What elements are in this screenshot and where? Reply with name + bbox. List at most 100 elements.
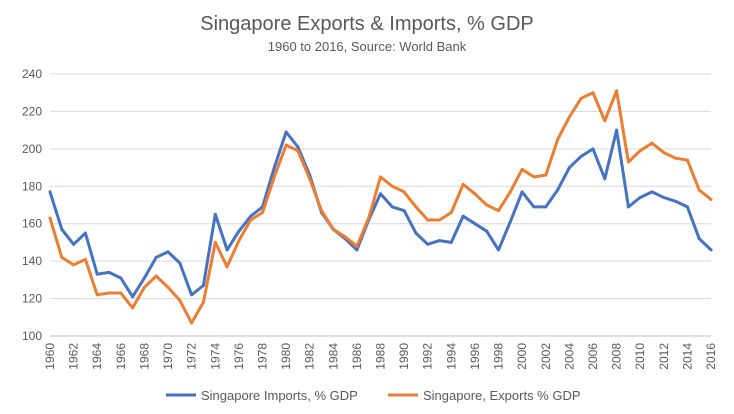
x-tick-label: 1980 [279, 343, 293, 370]
data-point-exports [48, 216, 52, 220]
data-point-imports [60, 227, 64, 231]
data-point-exports [650, 141, 654, 145]
data-point-exports [544, 173, 548, 177]
data-point-imports [685, 205, 689, 209]
data-point-exports [320, 209, 323, 213]
x-tick-label: 1988 [374, 343, 388, 370]
x-axis-ticks: 1960 1962 1964 1966 1968 1970 1972 1974 1976 1978… [43, 343, 718, 370]
data-point-imports [579, 154, 583, 158]
y-tick-label: 100 [22, 329, 42, 343]
data-point-exports [461, 182, 465, 186]
data-point-imports [379, 192, 382, 196]
data-point-imports [591, 147, 595, 151]
data-point-exports [379, 175, 382, 179]
x-tick-label: 1982 [303, 343, 317, 370]
data-point-imports [390, 205, 394, 209]
data-point-exports [697, 188, 701, 192]
data-point-exports [685, 158, 689, 162]
data-point-imports [166, 250, 170, 254]
data-point-exports [60, 255, 64, 259]
x-tick-label: 1960 [43, 343, 57, 370]
data-point-exports [107, 291, 111, 295]
x-tick-label: 2012 [657, 343, 671, 370]
legend-label-imports: Singapore Imports, % GDP [201, 388, 358, 403]
data-point-imports [697, 237, 701, 241]
data-point-exports [414, 205, 418, 209]
data-point-imports [83, 231, 87, 235]
data-point-exports [343, 235, 347, 239]
data-point-exports [626, 160, 630, 164]
data-point-exports [402, 190, 406, 194]
data-point-imports [296, 145, 300, 149]
data-point-imports [626, 205, 630, 209]
data-point-exports [308, 177, 312, 181]
x-tick-label: 1970 [161, 343, 175, 370]
data-point-imports [662, 196, 666, 199]
y-tick-label: 140 [22, 254, 42, 268]
data-point-exports [674, 156, 678, 160]
data-point-imports [461, 214, 465, 218]
data-point-exports [178, 298, 182, 302]
x-tick-label: 1996 [468, 343, 482, 370]
data-point-exports [119, 291, 123, 295]
x-tick-label: 2002 [539, 343, 553, 370]
data-point-imports [107, 270, 111, 274]
data-point-imports [142, 276, 146, 280]
data-point-exports [508, 190, 512, 194]
data-point-imports [556, 188, 560, 192]
data-point-exports [355, 244, 359, 248]
x-tick-label: 2004 [562, 343, 576, 370]
data-point-exports [709, 197, 713, 201]
x-tick-label: 1992 [421, 343, 435, 370]
data-point-exports [249, 218, 253, 222]
data-point-imports [284, 130, 288, 134]
x-tick-label: 1964 [90, 343, 104, 370]
data-point-exports [615, 89, 619, 93]
data-point-exports [190, 321, 194, 325]
y-tick-label: 160 [22, 217, 42, 231]
x-tick-label: 2008 [610, 343, 624, 370]
data-point-exports [166, 285, 170, 289]
data-point-exports [426, 218, 430, 222]
data-point-imports [520, 190, 524, 194]
y-tick-label: 120 [22, 292, 42, 306]
data-point-imports [497, 248, 500, 252]
x-tick-label: 1986 [350, 343, 364, 370]
data-points-exports [48, 89, 713, 325]
data-point-exports [485, 203, 489, 207]
data-point-imports [131, 295, 135, 299]
data-point-imports [48, 190, 52, 194]
data-point-exports [284, 143, 288, 147]
data-point-imports [615, 128, 619, 132]
data-point-imports [213, 212, 217, 216]
data-point-exports [603, 119, 607, 123]
x-tick-label: 2016 [704, 343, 718, 370]
data-point-imports [154, 255, 158, 259]
x-tick-label: 2000 [515, 343, 529, 370]
data-point-exports [296, 149, 300, 153]
data-point-exports [154, 274, 158, 278]
data-point-exports [591, 91, 595, 95]
data-point-imports [449, 240, 453, 244]
data-point-exports [473, 192, 477, 196]
y-tick-label: 200 [22, 142, 42, 156]
data-point-imports [95, 272, 99, 276]
data-point-imports [438, 239, 441, 243]
data-point-exports [95, 293, 99, 297]
data-point-exports [638, 149, 642, 153]
x-tick-label: 1978 [255, 343, 269, 370]
data-point-imports [414, 231, 418, 235]
data-point-imports [567, 166, 571, 170]
x-tick-label: 1974 [208, 343, 222, 370]
chart-title: Singapore Exports & Imports, % GDP [200, 13, 533, 35]
data-point-exports [237, 239, 241, 243]
gridlines [50, 73, 711, 300]
data-point-exports [497, 209, 500, 213]
data-point-exports [390, 184, 394, 188]
data-point-imports [603, 177, 607, 181]
data-point-exports [225, 265, 229, 269]
x-tick-label: 2006 [586, 343, 600, 370]
data-point-exports [520, 167, 524, 171]
data-point-imports [544, 205, 548, 209]
data-point-exports [556, 138, 560, 141]
